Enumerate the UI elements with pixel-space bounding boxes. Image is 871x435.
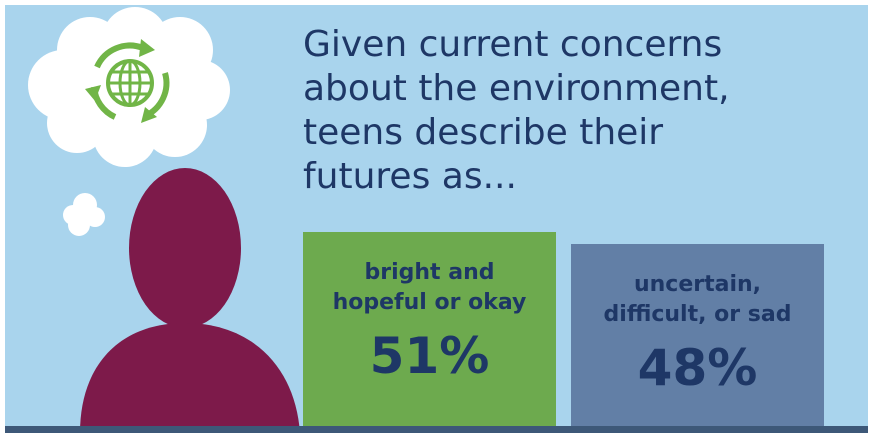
bar-category-label: bright and hopeful or okay [303,258,556,318]
chart-baseline [5,426,868,433]
small-thought-bubble [63,193,105,236]
chart-title-line: futures as... [303,156,517,197]
bar-chart: bright and hopeful or okay 51% uncertain, di… [5,5,868,433]
chart-title-line: Given current concerns [303,24,723,65]
bar-category-label-line: bright and [364,260,495,285]
chart-title: Given current concerns about the environ… [303,23,843,199]
chart-title-line: teens describe their [303,112,664,153]
chart-title-line: about the environment, [303,68,730,109]
bar-value-label: 51% [369,327,490,385]
bar-category-label: uncertain, difficult, or sad [571,270,824,330]
infographic-canvas: Given current concerns about the environ… [5,5,868,433]
recycling-globe-icon [85,39,170,123]
bar [571,244,824,426]
thought-illustration [28,7,300,433]
bar-category-label-line: hopeful or okay [332,290,527,315]
bar [303,232,556,426]
bar-value-label: 48% [637,339,758,397]
person-silhouette-icon [80,168,300,433]
bar-category-label-line: uncertain, [633,272,762,297]
bar-category-label-line: difficult, or sad [603,302,792,327]
